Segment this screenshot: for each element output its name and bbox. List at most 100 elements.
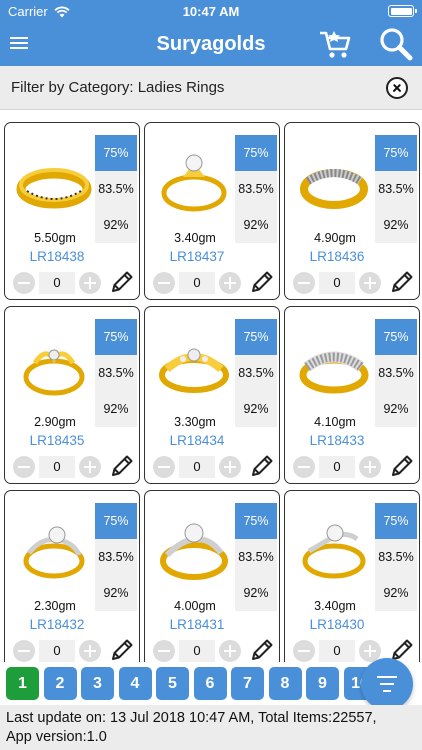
hamburger-icon[interactable] xyxy=(10,34,28,54)
purity-option[interactable]: 92% xyxy=(103,218,129,232)
quantity-field[interactable]: 0 xyxy=(319,272,355,294)
minus-icon[interactable] xyxy=(13,272,35,294)
minus-icon[interactable] xyxy=(13,456,35,478)
minus-icon[interactable] xyxy=(293,456,315,478)
minus-icon[interactable] xyxy=(153,456,175,478)
purity-option[interactable]: 92% xyxy=(383,402,409,416)
pencil-icon[interactable] xyxy=(389,637,415,662)
quantity-field[interactable]: 0 xyxy=(179,272,215,294)
minus-icon[interactable] xyxy=(293,272,315,294)
quantity-field[interactable]: 0 xyxy=(39,272,75,294)
plus-icon[interactable] xyxy=(79,456,101,478)
product-card[interactable]: 75% 83.5% 92% 2.30gm LR18432 0 xyxy=(4,490,140,662)
minus-icon[interactable] xyxy=(153,640,175,662)
product-code[interactable]: LR18436 xyxy=(309,249,365,264)
purity-option[interactable]: 83.5% xyxy=(238,550,274,564)
product-weight: 5.50gm xyxy=(34,231,76,245)
purity-option[interactable]: 83.5% xyxy=(238,366,274,380)
pencil-icon[interactable] xyxy=(389,453,415,479)
page-button[interactable]: 8 xyxy=(268,667,302,700)
plus-icon[interactable] xyxy=(219,640,241,662)
plus-icon[interactable] xyxy=(79,272,101,294)
page-button[interactable]: 5 xyxy=(156,667,189,700)
purity-option[interactable]: 75% xyxy=(235,503,277,539)
purity-option[interactable]: 92% xyxy=(243,218,269,232)
product-code[interactable]: LR18433 xyxy=(309,433,365,448)
plus-icon[interactable] xyxy=(219,456,241,478)
plus-icon[interactable] xyxy=(359,456,381,478)
purity-option[interactable]: 75% xyxy=(375,319,417,355)
purity-option[interactable]: 92% xyxy=(103,402,129,416)
purity-option[interactable]: 83.5% xyxy=(378,366,414,380)
plus-icon[interactable] xyxy=(79,640,101,662)
product-weight: 4.90gm xyxy=(314,231,356,245)
purity-option[interactable]: 92% xyxy=(243,402,269,416)
page-button[interactable]: 7 xyxy=(231,667,264,700)
pagination: 1 2 3 4 5 6 7 8 9 10 xyxy=(0,664,422,704)
purity-option[interactable]: 75% xyxy=(95,503,137,539)
purity-option[interactable]: 83.5% xyxy=(238,182,274,196)
purity-option[interactable]: 83.5% xyxy=(378,550,414,564)
product-card[interactable]: 75% 83.5% 92% 2.90gm LR18435 0 xyxy=(4,306,140,484)
quantity-field[interactable]: 0 xyxy=(179,456,215,478)
product-code[interactable]: LR18434 xyxy=(169,433,225,448)
pencil-icon[interactable] xyxy=(109,453,135,479)
quantity-field[interactable]: 0 xyxy=(319,640,355,662)
quantity-field[interactable]: 0 xyxy=(179,640,215,662)
pencil-icon[interactable] xyxy=(249,453,275,479)
product-card[interactable]: 75% 83.5% 92% 4.90gm LR18436 0 xyxy=(284,122,420,300)
plus-icon[interactable] xyxy=(359,272,381,294)
product-card[interactable]: 75% 83.5% 92% 4.10gm LR18433 0 xyxy=(284,306,420,484)
cart-icon[interactable] xyxy=(318,27,352,61)
close-circle-icon[interactable] xyxy=(386,77,408,99)
minus-icon[interactable] xyxy=(153,272,175,294)
page-button[interactable]: 1 xyxy=(6,667,39,700)
page-button[interactable]: 9 xyxy=(306,667,339,700)
minus-icon[interactable] xyxy=(13,640,35,662)
product-code[interactable]: LR18430 xyxy=(309,617,365,632)
purity-option[interactable]: 92% xyxy=(103,586,129,600)
minus-icon[interactable] xyxy=(293,640,315,662)
purity-option[interactable]: 75% xyxy=(235,135,277,171)
filter-list-icon[interactable] xyxy=(361,658,413,710)
pencil-icon[interactable] xyxy=(249,637,275,662)
plus-icon[interactable] xyxy=(359,640,381,662)
purity-option[interactable]: 83.5% xyxy=(98,366,134,380)
purity-option[interactable]: 75% xyxy=(95,135,137,171)
product-code[interactable]: LR18435 xyxy=(29,433,85,448)
quantity-stepper: 0 xyxy=(13,269,135,295)
page-button[interactable]: 6 xyxy=(193,667,227,700)
purity-option[interactable]: 75% xyxy=(95,319,137,355)
quantity-field[interactable]: 0 xyxy=(39,456,75,478)
purity-option[interactable]: 83.5% xyxy=(98,550,134,564)
pencil-icon[interactable] xyxy=(109,269,135,295)
page-button[interactable]: 4 xyxy=(118,667,152,700)
product-code[interactable]: LR18438 xyxy=(29,249,85,264)
pencil-icon[interactable] xyxy=(249,269,275,295)
purity-option[interactable]: 75% xyxy=(375,503,417,539)
page-button[interactable]: 2 xyxy=(43,667,77,700)
purity-option[interactable]: 83.5% xyxy=(98,182,134,196)
product-code[interactable]: LR18437 xyxy=(169,249,225,264)
purity-option[interactable]: 75% xyxy=(235,319,277,355)
search-icon[interactable] xyxy=(378,26,414,62)
product-code[interactable]: LR18432 xyxy=(29,617,85,632)
pencil-icon[interactable] xyxy=(389,269,415,295)
product-card[interactable]: 75% 83.5% 92% 3.30gm LR18434 0 xyxy=(144,306,280,484)
product-grid: 75% 83.5% 92% 5.50gm LR18438 0 75% 83.5% 92% 3.40… xyxy=(0,122,422,662)
product-card[interactable]: 75% 83.5% 92% 4.00gm LR18431 0 xyxy=(144,490,280,662)
pencil-icon[interactable] xyxy=(109,637,135,662)
product-card[interactable]: 75% 83.5% 92% 3.40gm LR18430 0 xyxy=(284,490,420,662)
purity-option[interactable]: 92% xyxy=(383,218,409,232)
purity-option[interactable]: 92% xyxy=(383,586,409,600)
purity-option[interactable]: 83.5% xyxy=(378,182,414,196)
purity-option[interactable]: 75% xyxy=(375,135,417,171)
quantity-field[interactable]: 0 xyxy=(319,456,355,478)
plus-icon[interactable] xyxy=(219,272,241,294)
product-code[interactable]: LR18431 xyxy=(169,617,225,632)
page-button[interactable]: 3 xyxy=(81,667,114,700)
product-card[interactable]: 75% 83.5% 92% 3.40gm LR18437 0 xyxy=(144,122,280,300)
product-card[interactable]: 75% 83.5% 92% 5.50gm LR18438 0 xyxy=(4,122,140,300)
purity-option[interactable]: 92% xyxy=(243,586,269,600)
quantity-field[interactable]: 0 xyxy=(39,640,75,662)
